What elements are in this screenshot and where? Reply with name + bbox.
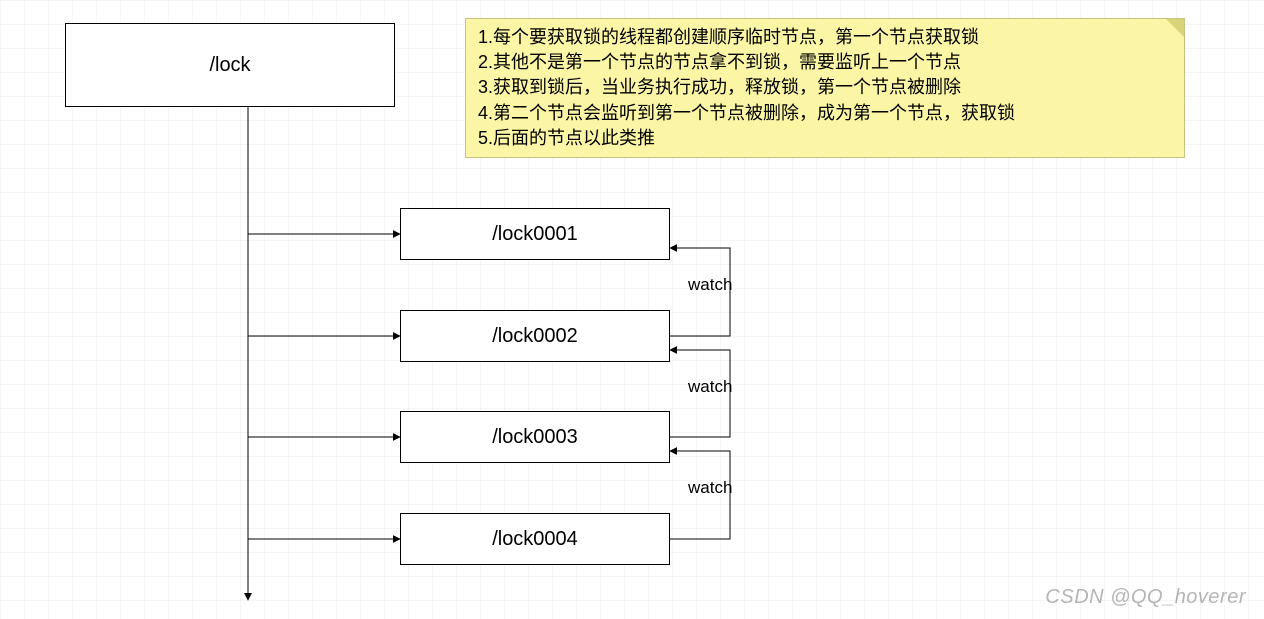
node-lock0001: /lock0001 [400, 208, 670, 260]
watch-label-1: watch [688, 275, 732, 295]
watch-label-2: watch [688, 377, 732, 397]
node-lock0002: /lock0002 [400, 310, 670, 362]
watermark: CSDN @QQ_hoverer [1045, 586, 1246, 609]
node-lock-root-label: /lock [209, 54, 250, 77]
note-line-4: 4.第二个节点会监听到第一个节点被删除，成为第一个节点，获取锁 [478, 101, 1172, 126]
note-line-5: 5.后面的节点以此类推 [478, 126, 1172, 151]
note-line-1: 1.每个要获取锁的线程都创建顺序临时节点，第一个节点获取锁 [478, 25, 1172, 50]
node-lock0004: /lock0004 [400, 513, 670, 565]
node-lock0001-label: /lock0001 [492, 223, 578, 246]
node-lock0004-label: /lock0004 [492, 528, 578, 551]
note-line-3: 3.获取到锁后，当业务执行成功，释放锁，第一个节点被删除 [478, 75, 1172, 100]
watch-label-3: watch [688, 478, 732, 498]
node-lock0003: /lock0003 [400, 411, 670, 463]
explanation-note: 1.每个要获取锁的线程都创建顺序临时节点，第一个节点获取锁 2.其他不是第一个节… [465, 18, 1185, 158]
node-lock0002-label: /lock0002 [492, 325, 578, 348]
node-lock-root: /lock [65, 23, 395, 107]
note-line-2: 2.其他不是第一个节点的节点拿不到锁，需要监听上一个节点 [478, 50, 1172, 75]
node-lock0003-label: /lock0003 [492, 426, 578, 449]
